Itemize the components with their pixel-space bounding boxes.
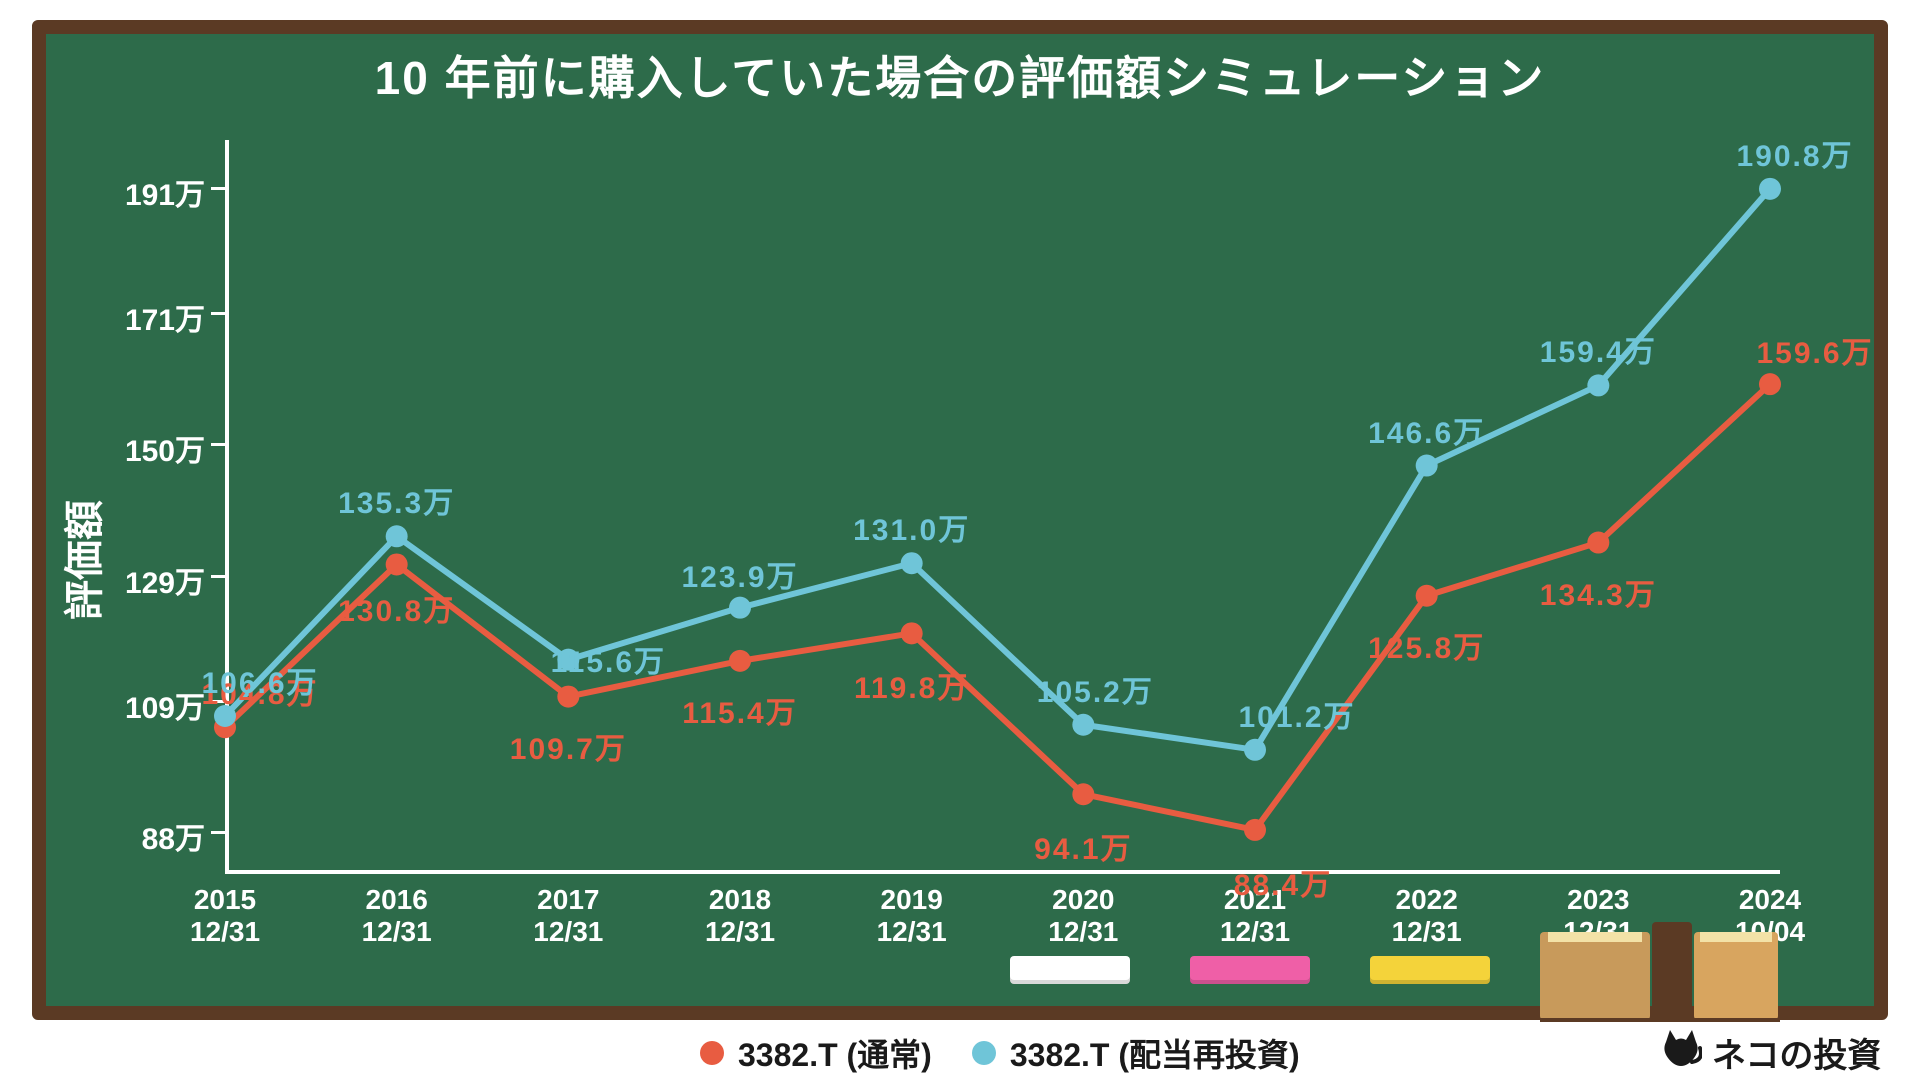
data-label: 115.6万: [551, 637, 666, 681]
legend: 3382.T (通常) 3382.T (配当再投資): [700, 1030, 1300, 1076]
data-point: [1072, 783, 1094, 805]
data-label: 88.4万: [1234, 860, 1332, 904]
data-label: 123.9万: [681, 552, 798, 596]
data-point: [729, 597, 751, 619]
legend-label: 3382.T (配当再投資): [1010, 1030, 1300, 1076]
data-point: [386, 525, 408, 547]
data-label: 146.6万: [1368, 408, 1485, 452]
books-decoration: [1540, 892, 1780, 1027]
data-point: [1416, 455, 1438, 477]
legend-item-reinvest: 3382.T (配当再投資): [972, 1030, 1300, 1076]
data-point: [1072, 714, 1094, 736]
data-label: 130.8万: [338, 586, 455, 630]
data-label: 101.2万: [1238, 692, 1355, 736]
data-point: [386, 553, 408, 575]
data-point: [1587, 532, 1609, 554]
data-label: 131.0万: [853, 505, 970, 549]
data-label: 135.3万: [338, 478, 455, 522]
series-line-normal: [225, 384, 1770, 830]
data-point: [1416, 585, 1438, 607]
eraser-decoration: [1370, 956, 1490, 984]
data-point: [729, 650, 751, 672]
legend-label: 3382.T (通常): [738, 1030, 932, 1076]
data-label: 105.2万: [1037, 667, 1154, 711]
data-point: [557, 686, 579, 708]
brand-label: ネコの投資: [1660, 1026, 1881, 1077]
data-label: 115.4万: [682, 688, 797, 732]
cat-icon: [1660, 1026, 1702, 1077]
legend-marker: [700, 1041, 724, 1065]
data-label: 190.8万: [1736, 131, 1853, 175]
data-label: 106.6万: [201, 658, 318, 702]
data-label: 94.1万: [1034, 824, 1132, 868]
data-label: 134.3万: [1540, 570, 1657, 614]
brand-text: ネコの投資: [1712, 1028, 1881, 1077]
data-point: [901, 552, 923, 574]
data-label: 125.8万: [1368, 623, 1485, 667]
data-point: [1587, 374, 1609, 396]
data-label: 159.4万: [1540, 327, 1657, 371]
series-line-reinvest: [225, 189, 1770, 750]
data-label: 109.7万: [510, 724, 627, 768]
data-point: [1244, 739, 1266, 761]
eraser-decoration: [1010, 956, 1130, 984]
data-label: 159.6万: [1756, 328, 1873, 372]
data-point: [1244, 819, 1266, 841]
data-point: [1759, 373, 1781, 395]
data-point: [901, 622, 923, 644]
legend-item-normal: 3382.T (通常): [700, 1030, 932, 1076]
legend-marker: [972, 1041, 996, 1065]
data-point: [1759, 178, 1781, 200]
eraser-decoration: [1190, 956, 1310, 984]
data-label: 119.8万: [854, 663, 969, 707]
stage: 10 年前に購入していた場合の評価額シミュレーション 評価額 88万109万12…: [0, 0, 1920, 1080]
